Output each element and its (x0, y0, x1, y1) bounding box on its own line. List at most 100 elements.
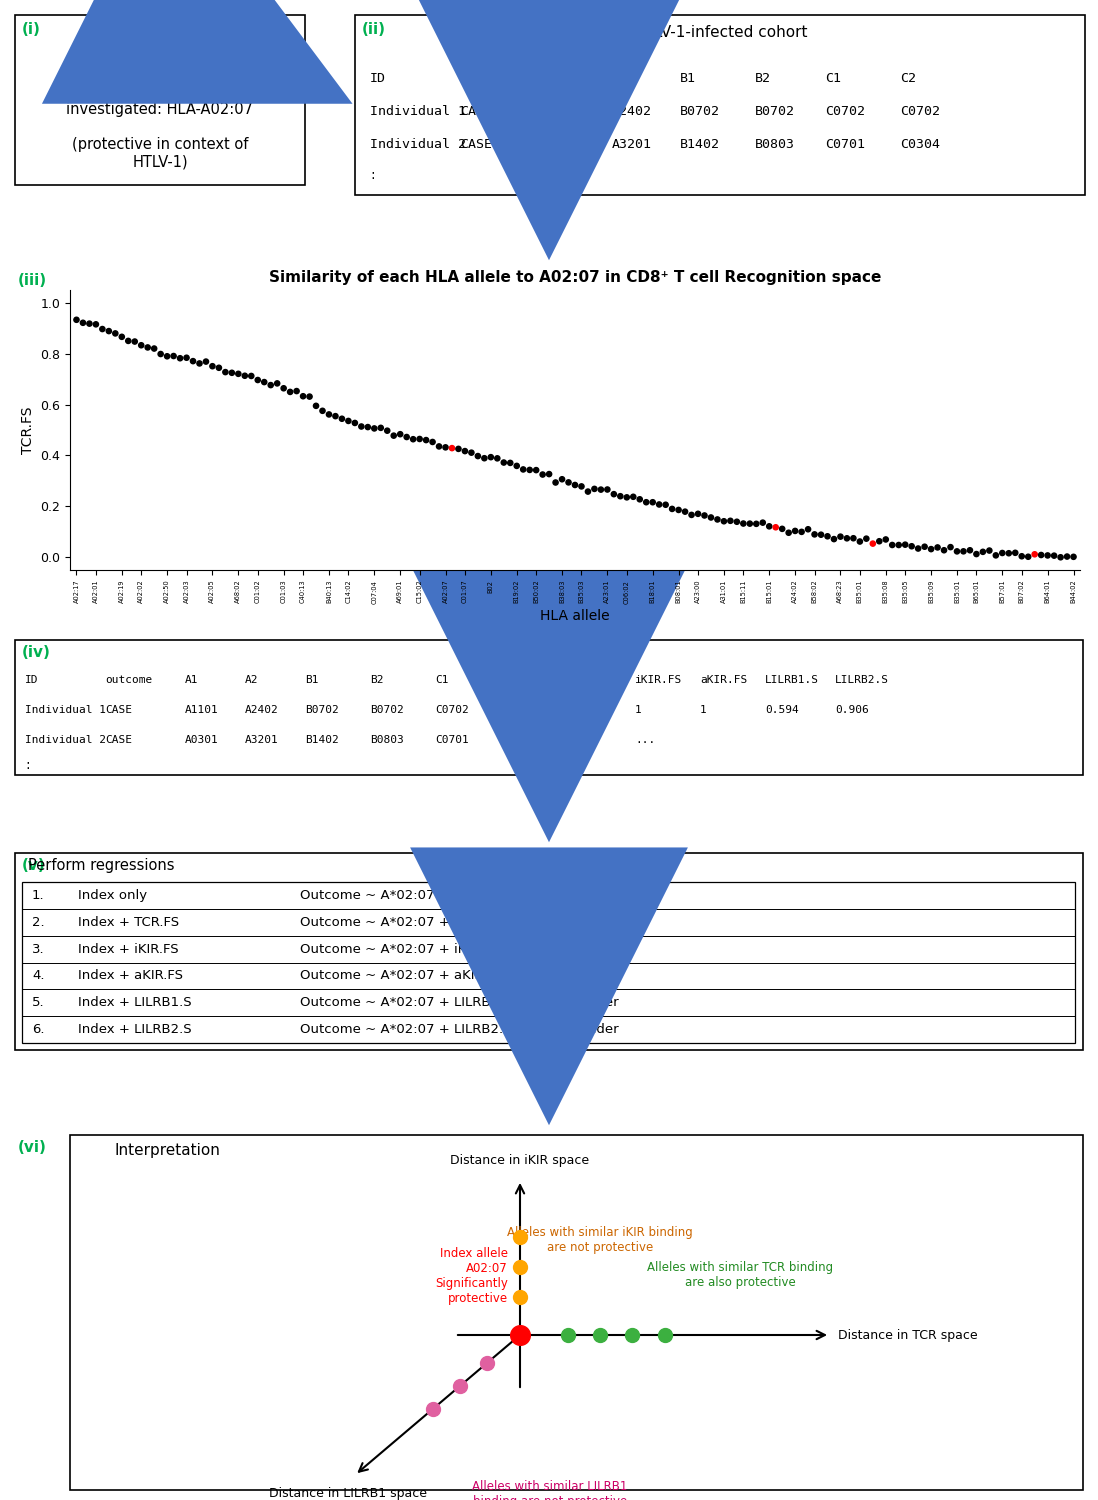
Point (178, 345, 195, 369)
Point (844, 526, 862, 550)
Text: Individual 2: Individual 2 (25, 735, 107, 746)
Text: 3.: 3. (32, 942, 45, 956)
Point (909, 537, 927, 561)
Point (1058, 544, 1076, 568)
Text: 0.553: 0.553 (565, 735, 598, 746)
Point (456, 440, 473, 464)
Point (657, 1323, 674, 1347)
Point (540, 462, 558, 486)
Text: 1.: 1. (32, 890, 45, 902)
Text: Index + TCR.FS: Index + TCR.FS (78, 915, 179, 928)
Text: B0702: B0702 (305, 705, 339, 716)
Text: Alleles with similar TCR binding
are also protective: Alleles with similar TCR binding are als… (647, 1262, 833, 1288)
Text: B1402: B1402 (305, 735, 339, 746)
Point (690, 503, 707, 526)
Text: A3201: A3201 (245, 735, 279, 746)
Point (223, 362, 240, 386)
Point (171, 346, 189, 370)
Text: (i): (i) (22, 22, 41, 38)
Point (573, 474, 591, 498)
Point (236, 364, 254, 388)
X-axis label: HLA allele: HLA allele (540, 609, 609, 622)
Point (851, 530, 869, 554)
Text: outcome: outcome (460, 72, 516, 86)
Point (512, 1286, 529, 1310)
Point (479, 1352, 496, 1376)
Point (469, 444, 486, 468)
Text: A0301: A0301 (184, 735, 219, 746)
Text: B0702: B0702 (370, 705, 404, 716)
Point (974, 540, 991, 564)
Point (489, 447, 506, 471)
Text: C0702: C0702 (900, 105, 940, 118)
Text: ...: ... (635, 735, 656, 746)
Text: C1: C1 (825, 72, 841, 86)
Point (967, 542, 985, 566)
Point (741, 512, 759, 536)
Point (624, 1323, 641, 1347)
Point (404, 427, 422, 451)
Point (553, 468, 571, 492)
Text: 6.: 6. (32, 1023, 45, 1036)
Point (107, 321, 124, 345)
Point (793, 520, 810, 544)
Point (294, 384, 312, 408)
Point (391, 422, 408, 446)
Point (663, 496, 681, 520)
Point (80, 312, 98, 336)
Text: CASE: CASE (105, 735, 132, 746)
Text: Index + LILRB1.S: Index + LILRB1.S (78, 996, 192, 1010)
Bar (70, 1136, 1083, 1490)
Point (249, 368, 267, 392)
Point (152, 342, 169, 366)
Text: 4.: 4. (32, 969, 45, 982)
Text: 0.273: 0.273 (565, 705, 598, 716)
Point (87, 312, 104, 336)
Point (262, 374, 280, 398)
Text: Individual 1: Individual 1 (25, 705, 107, 716)
Text: Index + aKIR.FS: Index + aKIR.FS (78, 969, 183, 982)
Point (359, 416, 377, 440)
Point (527, 458, 545, 482)
Text: B0803: B0803 (370, 735, 404, 746)
Text: Outcome ~ A*02:07 + iKIR.FS + age +gender: Outcome ~ A*02:07 + iKIR.FS + age +gende… (300, 942, 606, 956)
Text: C2: C2 (500, 675, 514, 686)
Text: A2402: A2402 (245, 705, 279, 716)
Text: 0.594: 0.594 (765, 705, 798, 716)
Point (896, 532, 914, 556)
Point (314, 399, 332, 423)
Point (274, 376, 292, 400)
Point (93, 316, 111, 340)
Point (301, 384, 318, 408)
Point (512, 1323, 529, 1347)
Point (126, 330, 144, 354)
Point (515, 458, 533, 482)
Point (133, 333, 150, 357)
Point (216, 360, 234, 384)
Point (352, 414, 370, 438)
Point (1065, 544, 1083, 568)
Point (683, 503, 701, 526)
Point (339, 410, 357, 434)
Point (638, 490, 656, 514)
Point (643, 490, 661, 514)
Text: CASE: CASE (460, 105, 492, 118)
Point (838, 526, 855, 550)
Bar (15, 640, 1083, 776)
Text: TCR.FS: TCR.FS (565, 675, 605, 686)
Point (715, 510, 732, 534)
Point (1032, 543, 1050, 567)
Point (922, 537, 940, 561)
Text: B1: B1 (305, 675, 318, 686)
Text: Individual 1: Individual 1 (370, 105, 466, 118)
Point (482, 446, 500, 470)
Point (547, 471, 564, 495)
Bar (355, 15, 1085, 195)
Point (954, 540, 972, 564)
Point (184, 350, 202, 374)
Text: outcome: outcome (105, 675, 153, 686)
Point (618, 486, 636, 510)
Title: Similarity of each HLA allele to A02:07 in CD8⁺ T cell Recognition space: Similarity of each HLA allele to A02:07 … (269, 270, 882, 285)
Point (158, 345, 176, 369)
Text: Outcome ~ A*02:07 + age +gender: Outcome ~ A*02:07 + age +gender (300, 890, 541, 902)
